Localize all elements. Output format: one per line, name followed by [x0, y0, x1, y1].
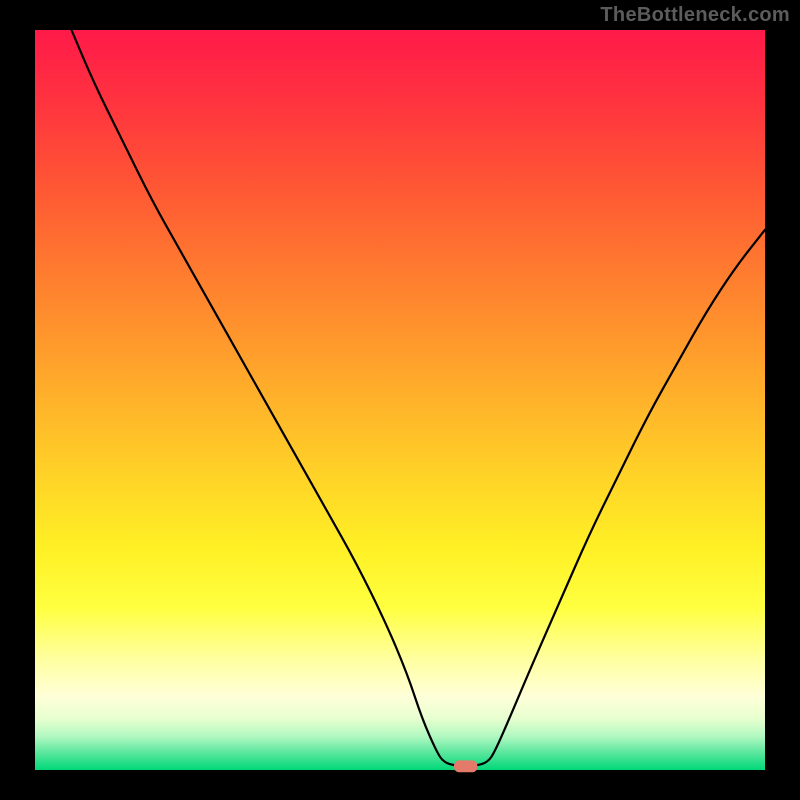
watermark-text: TheBottleneck.com	[600, 4, 790, 27]
optimum-marker	[454, 760, 477, 772]
bottleneck-chart	[0, 0, 800, 800]
